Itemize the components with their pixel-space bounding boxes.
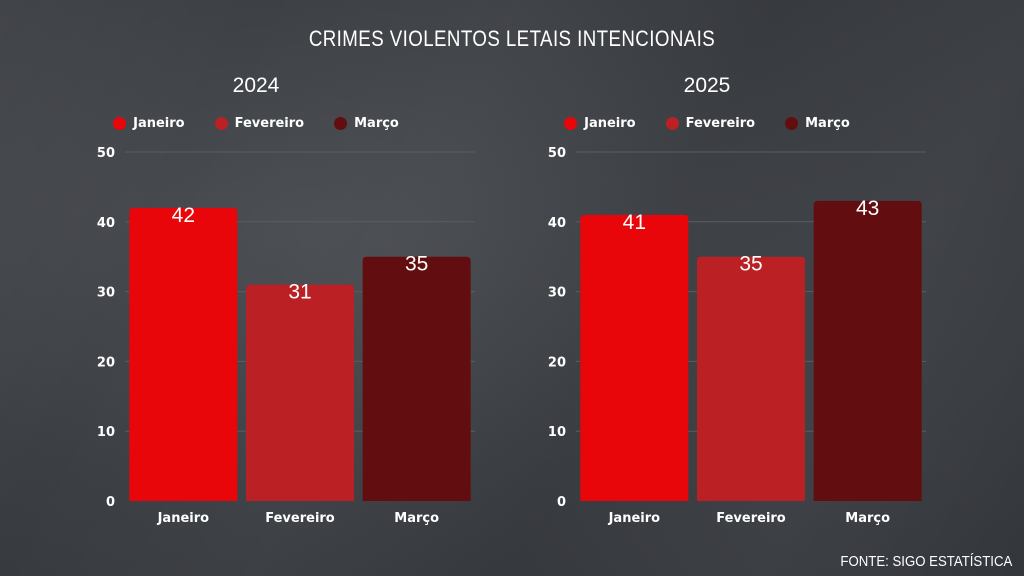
y-tick-label: 30 [548,286,566,301]
legend-item-fevereiro: Fevereiro [665,116,756,131]
x-tick-label: Fevereiro [716,511,786,526]
y-tick-label: 10 [97,425,115,440]
legend-item-janeiro: Janeiro [564,116,636,131]
legend-label: Fevereiro [685,116,756,131]
bar-janeiro [580,214,689,501]
bar-chart-2024: 0 10 20 30 40 50 42 Janeiro 31 Fevereiro 35 Março [97,146,475,526]
chart-panel-2025: 2025 Janeiro Fevereiro Março 0 10 20 30 40 50… [451,0,963,576]
data-label: 35 [739,253,762,276]
y-tick-label: 10 [548,425,566,440]
bar-fevereiro [246,284,354,501]
y-tick-label: 0 [557,495,566,510]
legend-swatch [665,117,679,130]
legend-swatch [785,117,799,130]
x-tick-label: Janeiro [608,511,661,526]
data-label: 31 [288,281,311,304]
x-tick-label: Fevereiro [265,511,335,526]
chart-title: 2024 [232,74,280,97]
bar-fevereiro [697,256,805,501]
x-tick-label: Março [394,511,439,526]
y-tick-label: 40 [548,216,566,231]
legend-swatch [113,117,127,130]
legend-label: Março [805,116,850,131]
chart-legend: Janeiro Fevereiro Março [451,116,963,131]
y-tick-label: 20 [548,355,566,370]
y-tick-label: 50 [548,146,566,161]
legend-label: Janeiro [133,116,185,131]
data-label: 35 [405,253,428,276]
legend-item-fevereiro: Fevereiro [214,116,305,131]
bar-chart-2025: 0 10 20 30 40 50 41 Janeiro 35 Fevereiro 43 Março [548,146,926,526]
legend-label: Março [354,116,399,131]
legend-label: Fevereiro [234,116,305,131]
data-label: 43 [856,197,879,220]
source-note: FONTE: SIGO ESTATÍSTICA [840,553,1012,570]
main-title: CRIMES VIOLENTOS LETAIS INTENCIONAIS [308,26,716,51]
chart-title: 2025 [683,74,731,97]
legend-label: Janeiro [584,116,636,131]
bar-marco [813,200,922,502]
y-tick-label: 40 [97,216,115,231]
legend-swatch [564,117,578,130]
data-label: 42 [172,204,195,227]
data-label: 41 [623,211,646,234]
chart-panel-2024: 2024 Janeiro Fevereiro Março 0 10 20 30 40 50… [0,74,512,526]
x-tick-label: Março [845,511,890,526]
legend-item-janeiro: Janeiro [113,116,185,131]
bar-janeiro [129,207,238,501]
legend-item-marco: Março [334,116,399,131]
y-tick-label: 30 [97,286,115,301]
y-tick-label: 0 [106,495,115,510]
y-tick-label: 20 [97,355,115,370]
y-tick-label: 50 [97,146,115,161]
legend-swatch [214,117,228,130]
x-tick-label: Janeiro [157,511,210,526]
bar-marco [362,256,471,501]
legend-item-marco: Março [785,116,850,131]
chart-legend: Janeiro Fevereiro Março [0,116,512,131]
legend-swatch [334,117,348,130]
